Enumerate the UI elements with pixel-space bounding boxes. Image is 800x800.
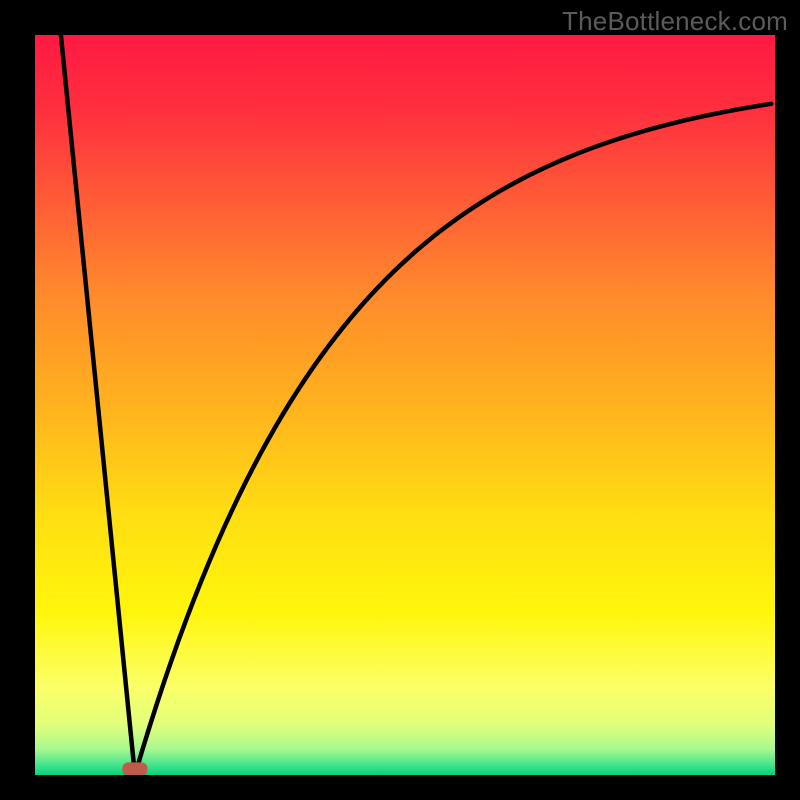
plot-area <box>35 35 775 775</box>
curve-layer <box>35 35 775 775</box>
watermark-text: TheBottleneck.com <box>562 6 788 37</box>
min-marker <box>122 762 147 775</box>
bottleneck-curve <box>61 35 771 775</box>
chart-stage: TheBottleneck.com <box>0 0 800 800</box>
